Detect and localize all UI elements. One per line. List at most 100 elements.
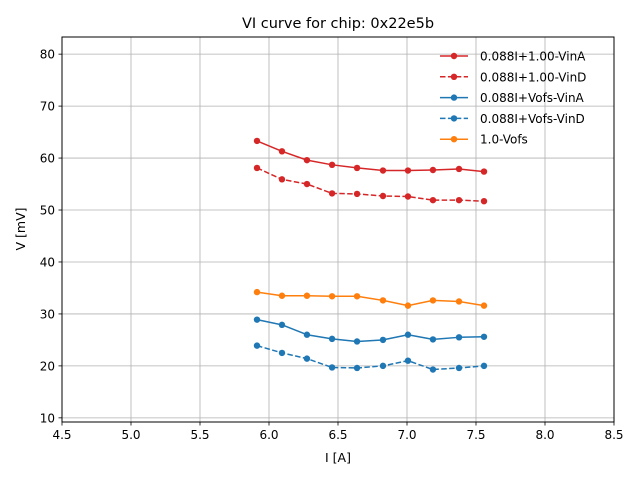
data-point [429, 297, 437, 304]
x-tick-label: 4.5 [52, 428, 71, 442]
data-point [353, 338, 361, 345]
data-point [353, 164, 361, 172]
y-tick-label: 40 [40, 255, 55, 269]
data-point [253, 288, 261, 296]
data-point [253, 342, 261, 349]
legend-entry: 0.088I+1.00-VinA [440, 50, 586, 64]
data-point [455, 334, 463, 341]
data-point [480, 333, 488, 340]
data-point [303, 331, 311, 338]
data-point [253, 316, 261, 323]
data-point [429, 166, 437, 174]
series-line [256, 140, 485, 173]
x-tick-label: 8.5 [604, 428, 623, 442]
series-layer [253, 137, 488, 373]
legend-label: 0.088I+Vofs-VinD [480, 112, 585, 126]
series-line [256, 167, 485, 202]
grid [61, 37, 615, 422]
data-point [429, 196, 437, 204]
legend-swatch-marker [450, 115, 458, 122]
x-axis-ticks: 4.5 5.0 5.5 6.0 6.5 7.0 7.5 8.0 8.5 [52, 422, 624, 442]
data-point [328, 293, 336, 300]
data-point [379, 167, 387, 174]
y-tick-label: 70 [40, 100, 55, 114]
legend-entry: 0.088I+Vofs-VinA [440, 91, 585, 105]
data-point [404, 193, 412, 200]
x-tick-label: 7.5 [466, 428, 485, 442]
data-point [328, 364, 336, 371]
series-4 [253, 288, 488, 309]
data-point [278, 349, 286, 357]
y-axis-ticks: 10 20 30 40 50 60 70 80 [40, 48, 62, 425]
data-point [379, 362, 387, 370]
series-3 [253, 342, 488, 373]
data-point [480, 197, 488, 205]
series-0 [253, 137, 488, 175]
legend-swatch-marker [450, 73, 458, 81]
data-point [278, 176, 286, 183]
data-point [429, 336, 437, 343]
data-point [379, 192, 387, 200]
y-tick-label: 60 [40, 152, 55, 166]
legend: 0.088I+1.00-VinA 0.088I+1.00-VinD 0.088I+V… [440, 50, 586, 147]
x-tick-label: 8.0 [535, 428, 554, 442]
legend-label: 0.088I+Vofs-VinA [480, 91, 585, 105]
data-point [480, 302, 488, 309]
data-point [278, 292, 286, 299]
x-tick-label: 5.5 [190, 428, 209, 442]
data-point [353, 293, 361, 300]
data-point [303, 355, 311, 362]
legend-swatch-marker [450, 52, 458, 60]
data-point [353, 190, 361, 198]
legend-entry: 1.0-Vofs [440, 133, 528, 147]
series-line [256, 344, 485, 371]
data-point [253, 137, 261, 145]
data-point [328, 190, 336, 197]
y-tick-label: 80 [40, 48, 55, 62]
chart-title: VI curve for chip: 0x22e5b [242, 16, 434, 32]
data-point [480, 168, 488, 175]
data-point [404, 331, 412, 338]
data-point [303, 292, 311, 299]
data-point [404, 167, 412, 174]
x-tick-label: 7.0 [397, 428, 416, 442]
data-point [379, 336, 387, 344]
data-point [253, 164, 261, 172]
data-point [379, 297, 387, 304]
legend-label: 1.0-Vofs [480, 133, 528, 147]
legend-label: 0.088I+1.00-VinD [480, 70, 586, 84]
x-tick-label: 5.0 [121, 428, 140, 442]
data-point [328, 161, 336, 169]
series-2 [253, 316, 488, 345]
data-point [303, 156, 311, 164]
y-tick-label: 30 [40, 307, 55, 321]
series-line [256, 291, 485, 307]
data-point [455, 196, 463, 204]
data-point [455, 165, 463, 173]
x-tick-label: 6.5 [328, 428, 347, 442]
data-point [404, 357, 412, 364]
legend-swatch-marker [450, 136, 458, 143]
data-point [303, 180, 311, 188]
data-point [328, 335, 336, 343]
data-point [480, 362, 488, 370]
data-point [278, 321, 286, 329]
legend-label: 0.088I+1.00-VinA [480, 50, 586, 64]
data-point [455, 364, 463, 372]
data-point [429, 366, 437, 373]
data-point [404, 302, 412, 309]
x-tick-label: 6.0 [259, 428, 278, 442]
data-point [278, 148, 286, 155]
data-point [353, 364, 361, 372]
y-tick-label: 50 [40, 204, 55, 218]
legend-entry: 0.088I+1.00-VinD [440, 70, 586, 84]
y-axis-label: V [mV] [13, 207, 28, 250]
data-point [455, 298, 463, 305]
series-line [256, 318, 485, 343]
x-axis-label: I [A] [325, 450, 351, 465]
series-1 [253, 164, 488, 205]
y-tick-label: 20 [40, 359, 55, 373]
legend-swatch-marker [450, 94, 458, 101]
y-tick-label: 10 [40, 411, 55, 425]
